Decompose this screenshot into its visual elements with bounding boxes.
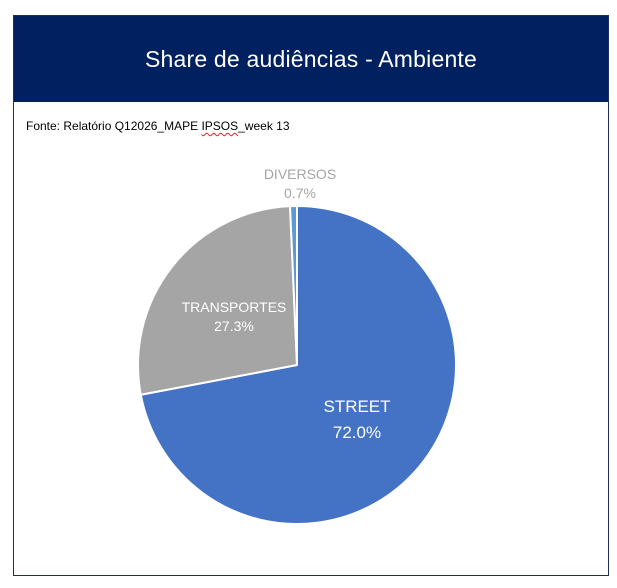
chart-title: Share de audiências - Ambiente xyxy=(144,45,478,72)
source-suffix: _week 13 xyxy=(238,119,290,133)
pie-slice-street xyxy=(139,205,457,525)
source-prefix: Fonte: Relatório Q12026_MAPE xyxy=(26,119,202,133)
source-note: Fonte: Relatório Q12026_MAPE IPSOS_week … xyxy=(26,119,290,133)
slice-label-diversos: DIVERSOS xyxy=(264,166,336,182)
title-bar: Share de audiências - Ambiente xyxy=(14,16,608,102)
slice-value-diversos: 0.7% xyxy=(284,185,316,201)
pie-slice-diversos xyxy=(289,205,298,366)
pie-slice-transportes xyxy=(137,205,298,396)
slice-label-transportes: TRANSPORTES xyxy=(182,299,287,315)
slice-value-street: 72.0% xyxy=(333,423,381,442)
slice-label-street: STREET xyxy=(323,397,390,416)
slice-value-transportes: 27.3% xyxy=(214,318,254,334)
source-underlined: IPSOS xyxy=(201,119,239,133)
